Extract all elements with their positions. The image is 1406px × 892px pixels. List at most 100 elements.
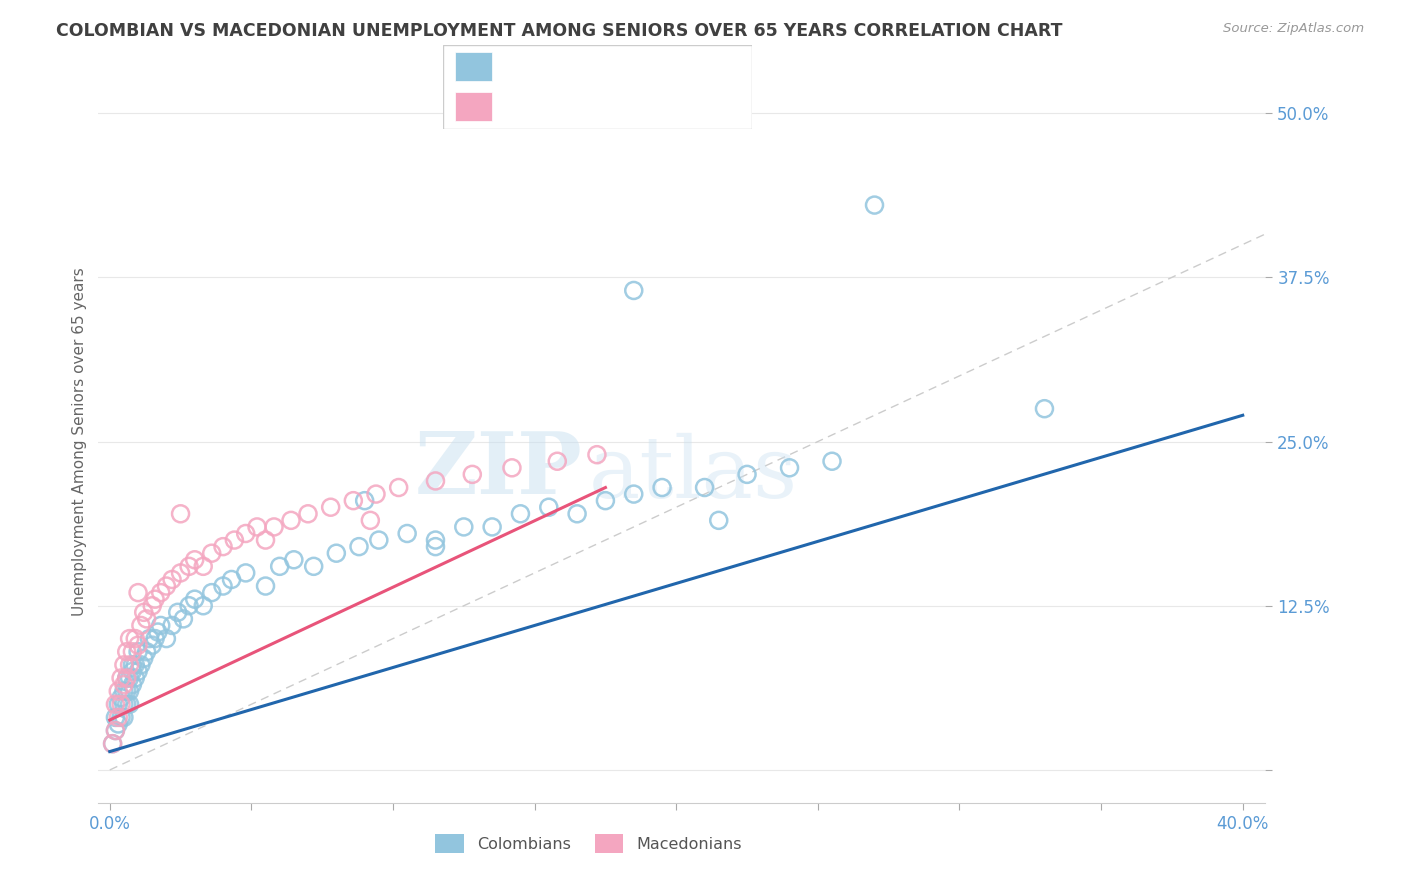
Point [481,520,503,534]
Point [388,481,411,495]
Point [425,533,447,547]
Point [129,657,152,672]
Point [169,566,191,580]
Point [160,618,183,632]
Point [112,698,135,712]
Text: 49: 49 [675,97,699,115]
Text: R =: R = [505,97,541,115]
Point [821,454,844,468]
Point [453,520,475,534]
Point [112,710,135,724]
Point [595,493,617,508]
Point [297,507,319,521]
Point [586,448,609,462]
Point [124,632,146,646]
Point [166,605,188,619]
Point [149,618,172,632]
Point [172,612,194,626]
Point [104,723,127,738]
Point [347,540,370,554]
Point [246,520,269,534]
Text: Source: ZipAtlas.com: Source: ZipAtlas.com [1223,22,1364,36]
Point [342,493,364,508]
Point [183,553,205,567]
Point [546,454,568,468]
Text: atlas: atlas [589,433,797,516]
Point [101,737,124,751]
Point [110,698,132,712]
Point [254,579,277,593]
Point [104,723,127,738]
Point [115,698,138,712]
Point [129,618,152,632]
Legend: Colombians, Macedonians: Colombians, Macedonians [429,828,748,860]
Point [121,677,143,691]
Point [693,481,716,495]
Point [269,559,291,574]
Point [138,632,160,646]
Point [115,645,138,659]
Point [115,671,138,685]
Text: N =: N = [628,58,665,76]
Point [863,198,886,212]
Point [325,546,347,560]
Point [155,632,177,646]
Point [121,657,143,672]
Point [132,651,155,665]
Point [537,500,560,515]
Point [779,460,801,475]
Text: 69: 69 [675,58,697,76]
Point [501,460,523,475]
Point [127,645,149,659]
Point [201,546,224,560]
Point [121,665,143,679]
Point [169,507,191,521]
Point [280,513,302,527]
Point [364,487,387,501]
Point [110,671,132,685]
Point [118,671,141,685]
Point [177,559,200,574]
Point [127,665,149,679]
Point [118,657,141,672]
Point [107,710,129,724]
Point [212,579,235,593]
Point [193,599,215,613]
Y-axis label: Unemployment Among Seniors over 65 years: Unemployment Among Seniors over 65 years [72,268,87,615]
Point [115,671,138,685]
Point [110,690,132,705]
Text: R =: R = [505,58,541,76]
Point [141,638,163,652]
FancyBboxPatch shape [456,53,492,81]
Text: COLOMBIAN VS MACEDONIAN UNEMPLOYMENT AMONG SENIORS OVER 65 YEARS CORRELATION CHA: COLOMBIAN VS MACEDONIAN UNEMPLOYMENT AMO… [56,22,1063,40]
Point [735,467,758,482]
Text: 0.509: 0.509 [551,97,603,115]
Point [107,717,129,731]
Point [101,737,124,751]
Point [283,553,305,567]
Text: ZIP: ZIP [415,428,582,512]
Point [235,526,257,541]
Point [254,533,277,547]
Point [707,513,730,527]
Point [118,632,141,646]
Point [221,573,243,587]
Point [509,507,531,521]
Point [110,710,132,724]
Point [104,698,127,712]
Point [135,645,157,659]
Point [118,698,141,712]
Point [121,645,143,659]
Text: 0.526: 0.526 [551,58,603,76]
Point [235,566,257,580]
Point [224,533,246,547]
Point [143,592,166,607]
Point [177,599,200,613]
Point [651,481,673,495]
Point [104,710,127,724]
Point [107,684,129,698]
Point [319,500,342,515]
Point [115,684,138,698]
Point [353,493,375,508]
Point [132,605,155,619]
